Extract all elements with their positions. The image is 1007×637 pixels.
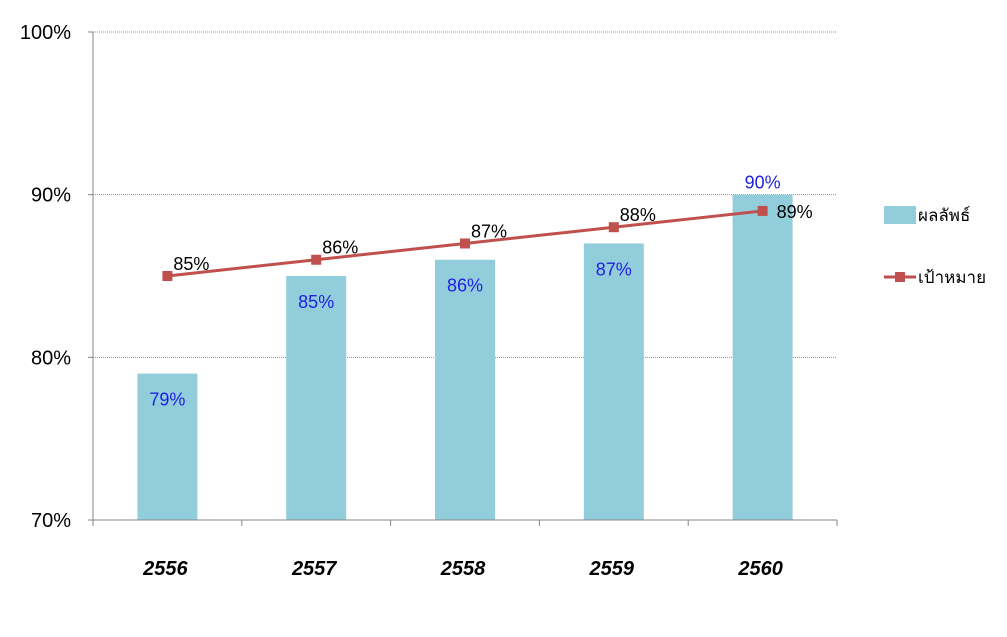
y-tick-label: 90% <box>31 185 71 207</box>
line-data-label: 88% <box>620 205 656 225</box>
line-data-label: 89% <box>777 202 813 222</box>
line-data-label: 85% <box>173 254 209 274</box>
line-marker <box>757 205 768 216</box>
bar-data-label: 87% <box>596 259 632 279</box>
x-tick-label: 2559 <box>589 558 635 580</box>
legend-label-line: เป้าหมาย <box>918 268 986 288</box>
x-tick-label: 2560 <box>737 558 783 580</box>
legend: ผลลัพธ์เป้าหมาย <box>884 206 986 288</box>
x-tick-label: 2558 <box>440 558 486 580</box>
bar <box>435 259 495 520</box>
axes: 70% 80% 90% 100% 2556 2557 2558 2559 2560 <box>20 22 838 580</box>
bar <box>732 194 793 520</box>
legend-swatch-bar <box>884 206 916 224</box>
line-data-label: 87% <box>471 221 507 241</box>
bar <box>583 243 644 520</box>
y-tick-label: 80% <box>31 347 71 369</box>
line-data-label: 86% <box>322 238 358 258</box>
y-tick-label: 100% <box>20 22 71 44</box>
line-series <box>162 205 768 281</box>
bar <box>286 276 347 520</box>
legend-label-bar: ผลลัพธ์ <box>918 206 970 226</box>
y-tick-label: 70% <box>31 510 71 532</box>
line-marker <box>311 254 322 265</box>
x-tick-label: 2556 <box>142 558 188 580</box>
bar <box>137 373 198 520</box>
bar-data-label: 90% <box>745 173 781 193</box>
line-marker <box>162 271 173 281</box>
data-labels: 79% 85% 86% 87% 90% 85% 86% 87% 88% 89% <box>149 173 812 410</box>
legend-marker-line <box>895 272 905 282</box>
bar-series <box>137 194 793 520</box>
bar-data-label: 86% <box>447 276 483 296</box>
x-tick-label: 2557 <box>291 558 337 580</box>
line-marker <box>460 238 470 249</box>
bar-data-label: 85% <box>298 292 334 312</box>
bar-data-label: 79% <box>149 390 185 410</box>
line-marker <box>608 222 619 233</box>
